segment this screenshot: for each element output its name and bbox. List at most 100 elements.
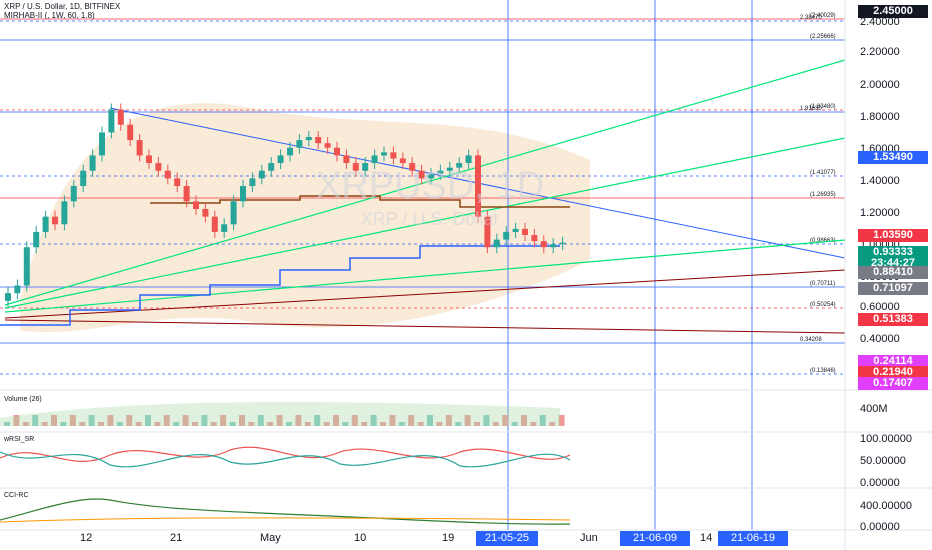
price-axis-label: 2.20000: [860, 46, 900, 58]
candle-body: [108, 109, 115, 133]
step-line: [0, 245, 560, 326]
time-tick: 19: [442, 532, 455, 544]
fib-level-label: (0.13846): [810, 368, 836, 374]
candle-body: [531, 235, 538, 242]
candle-body: [540, 241, 547, 248]
volume-bar: [436, 422, 443, 426]
candle-body: [550, 244, 557, 248]
volume-bar: [521, 415, 527, 426]
volume-ma: [0, 402, 560, 426]
price-badge: 0.51383: [858, 313, 928, 326]
volume-bar: [192, 422, 198, 426]
price-axis-label: 2.00000: [860, 79, 900, 91]
volume-bar: [333, 415, 339, 426]
price-badge: 0.88410: [858, 266, 928, 279]
volume-bar: [22, 422, 29, 426]
volume-bar: [276, 415, 283, 426]
price-axis-label: 1.80000: [860, 111, 900, 123]
support-line: [4, 269, 846, 319]
candle-body: [202, 208, 209, 217]
candle-body: [211, 216, 218, 232]
volume-pane-label: Volume (26): [4, 396, 42, 403]
volume-bar: [182, 415, 189, 426]
volume-bar: [351, 415, 358, 426]
volume-bar: [370, 415, 377, 426]
fib-level-label: (1.41077): [810, 170, 836, 176]
watermark-symbol: XRPUSD, 1D: [316, 165, 544, 207]
price-axis-label: 0.60000: [860, 301, 900, 313]
wrsi-axis-label: 100.00000: [860, 433, 912, 445]
candle-body: [390, 152, 397, 159]
price-axis-label: 1.20000: [860, 207, 900, 219]
candle-body: [268, 163, 275, 171]
volume-bar: [314, 415, 321, 426]
volume-bar: [239, 415, 245, 426]
price-badge: 0.17407: [858, 377, 928, 390]
candle-body: [409, 163, 416, 171]
candle-body: [296, 140, 303, 148]
candle-body: [230, 201, 237, 225]
volume-bar: [98, 422, 104, 426]
candle-body: [221, 224, 228, 232]
candle-body: [42, 216, 49, 232]
volume-bar: [474, 422, 480, 426]
volume-bar: [210, 422, 217, 426]
price-badge: 0.93333: [858, 246, 928, 259]
date-badge[interactable]: 21-06-19: [718, 531, 788, 546]
time-tick: 14: [700, 532, 713, 544]
fib-level-label: 1.81630: [800, 106, 822, 112]
volume-bar: [135, 422, 142, 426]
candle-body: [80, 170, 87, 187]
fib-level-label: (0.70711): [810, 281, 835, 287]
volume-axis-label: 400M: [860, 403, 888, 415]
candle-body: [14, 285, 21, 294]
volume-bar: [342, 422, 349, 426]
volume-bar: [163, 415, 170, 426]
fan-line: [4, 59, 846, 306]
candle-body: [5, 293, 11, 301]
volume-bar: [41, 422, 48, 426]
volume-bar: [492, 422, 499, 426]
symbol-title: XRP / U.S. Dollar, 1D, BITFINEX: [4, 2, 121, 11]
candle-body: [493, 239, 500, 248]
candle-body: [52, 216, 58, 225]
candle-body: [70, 186, 77, 202]
price-badge: 0.21940: [858, 366, 928, 379]
volume-bar: [323, 422, 330, 426]
candle-body: [277, 155, 284, 164]
candle-body: [155, 163, 162, 171]
fib-level-label: (0.98663): [810, 238, 836, 244]
volume-bar: [13, 415, 20, 426]
candle-body: [183, 186, 190, 202]
volume-bar: [530, 422, 537, 426]
candle-body: [315, 137, 322, 144]
wrsi-axis-label: 0.00000: [860, 477, 900, 489]
fib-level-label: (2.25666): [810, 34, 836, 40]
candle-body: [193, 201, 199, 209]
date-badge[interactable]: 21-06-09: [620, 531, 690, 546]
time-tick: 21: [170, 532, 183, 544]
candle-body: [324, 143, 331, 148]
candle-body: [305, 137, 312, 141]
candle-body: [249, 178, 256, 187]
volume-bar: [558, 415, 565, 426]
candle-body: [23, 247, 30, 286]
fib-level-label: 2.38470: [800, 15, 822, 21]
candle-body: [418, 170, 425, 179]
price-badge: 1.03590: [858, 229, 928, 242]
candle-body: [352, 163, 359, 171]
volume-bar: [60, 422, 67, 426]
wrsi-axis-label: 50.00000: [860, 455, 906, 467]
volume-bar: [398, 422, 405, 426]
candle-body: [446, 167, 453, 171]
candle-body: [343, 155, 350, 164]
volume-bar: [295, 415, 302, 426]
candle-body: [258, 170, 265, 179]
volume-bar: [408, 415, 415, 426]
wrsi-pane-label: wRSI_SR: [4, 436, 35, 443]
date-badge-cursor[interactable]: 21-05-25: [476, 531, 538, 546]
candle-body: [117, 109, 124, 125]
candle-body: [334, 147, 340, 156]
volume-bar: [549, 422, 556, 426]
